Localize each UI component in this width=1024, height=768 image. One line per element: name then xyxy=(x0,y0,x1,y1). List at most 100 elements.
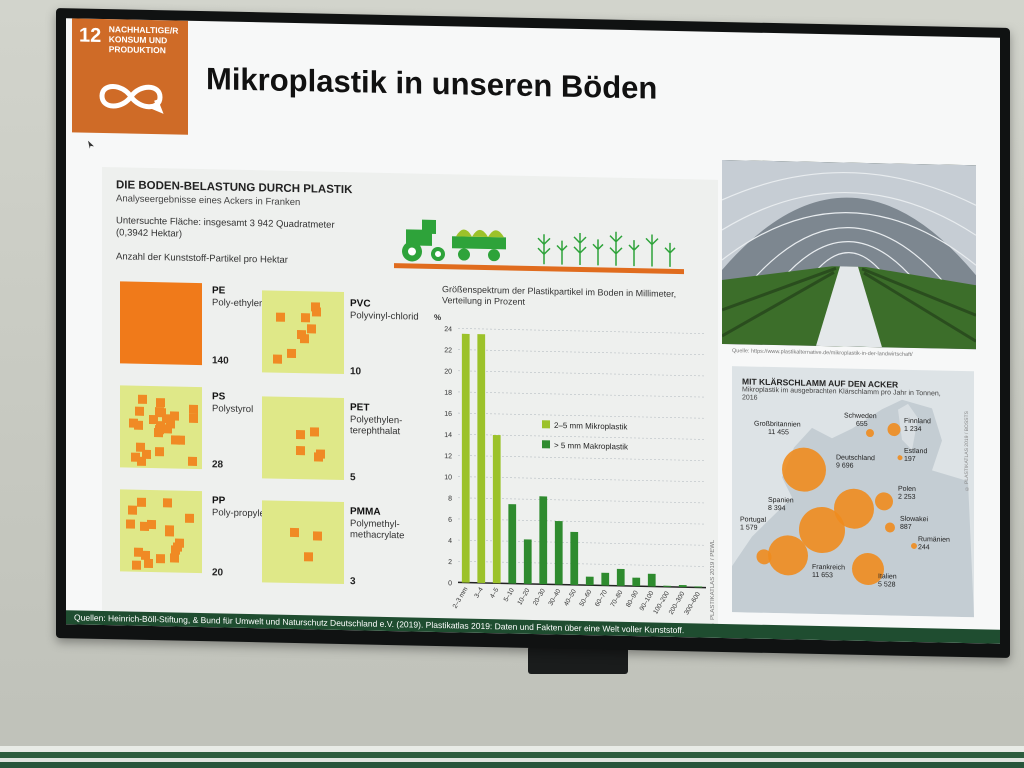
plastic-particle xyxy=(304,552,314,562)
mouse-cursor-icon xyxy=(88,141,94,149)
count-pmma: 3 xyxy=(350,576,356,588)
plastic-particle xyxy=(185,514,195,524)
y-tick-label: 4 xyxy=(448,538,452,545)
count-pvc: 10 xyxy=(350,366,362,378)
presentation-slide: 12 NACHHALTIGE/R KONSUM UND PRODUKTION M… xyxy=(66,18,1000,644)
bar xyxy=(616,568,625,586)
plastic-particle xyxy=(156,553,166,563)
country-value: 1 579 xyxy=(740,524,758,532)
y-axis-label: % xyxy=(434,313,441,322)
x-tick-label: 80–90 xyxy=(625,589,640,608)
y-tick-label: 18 xyxy=(444,390,452,397)
photo-source: Quelle: https://www.plastikalternative.d… xyxy=(732,348,913,358)
bar xyxy=(492,434,501,584)
gridline xyxy=(458,391,706,398)
map-label-portugal: Portugal 1 579 xyxy=(740,516,766,533)
map-label-italy: Italien 5 528 xyxy=(878,573,897,589)
plastic-particle xyxy=(290,527,300,537)
x-tick-label: 10–20 xyxy=(516,587,531,606)
y-tick-label: 14 xyxy=(444,432,452,439)
tv-screen: 12 NACHHALTIGE/R KONSUM UND PRODUKTION M… xyxy=(56,8,1010,658)
infographic-panel: DIE BODEN-BELASTUNG DURCH PLASTIK Analys… xyxy=(102,166,718,630)
map-label-estonia: Estland 197 xyxy=(904,448,927,465)
tile-pmma xyxy=(262,500,344,585)
bubble-finland xyxy=(887,422,901,437)
map-label-poland: Polen 2 253 xyxy=(898,486,916,502)
label-pmma: PMMA Polymethyl-methacrylate xyxy=(350,506,434,543)
y-tick-label: 22 xyxy=(444,347,452,354)
gridline xyxy=(458,328,706,334)
map-label-slovakia: Slowakei 887 xyxy=(900,516,928,533)
floor-trim xyxy=(0,746,1024,768)
area-text: Untersuchte Fläche: insgesamt 3 942 Quad… xyxy=(116,215,335,240)
plastic-particle xyxy=(157,407,167,417)
plastic-particle xyxy=(313,531,323,541)
bubble-sweden xyxy=(866,428,874,438)
plastic-particle xyxy=(141,550,151,560)
plastic-particle xyxy=(140,521,150,531)
bar xyxy=(647,573,656,587)
bubble-portugal xyxy=(756,549,772,565)
gridline xyxy=(458,412,706,419)
plastic-particle xyxy=(189,414,199,424)
x-tick-label: 5–10 xyxy=(503,587,516,603)
slide-title: Mikroplastik in unseren Böden xyxy=(206,61,658,106)
plastic-particle xyxy=(273,354,283,364)
bar xyxy=(554,520,563,585)
map-label-germany: Deutschland 9 696 xyxy=(836,454,875,471)
country-value: 244 xyxy=(918,544,930,552)
x-tick-label: 40–50 xyxy=(563,588,578,607)
tile-pet xyxy=(262,396,344,481)
tile-pp xyxy=(120,489,202,574)
sdg-12-badge: 12 NACHHALTIGE/R KONSUM UND PRODUKTION xyxy=(72,18,188,135)
map-label-sweden: Schweden 655 xyxy=(844,413,877,430)
name-ps: Polystyrol xyxy=(212,403,254,416)
country-value: 887 xyxy=(900,523,912,531)
infographic-subheading: Analyseergebnisse eines Ackers in Franke… xyxy=(116,193,301,209)
bar xyxy=(539,496,548,585)
plastic-particle xyxy=(155,398,165,408)
plastic-particle xyxy=(129,418,139,428)
plastic-particle xyxy=(155,421,165,431)
bubble-poland xyxy=(875,492,893,511)
name-pmma: Polymethyl-methacrylate xyxy=(350,518,405,542)
plastic-particle xyxy=(126,519,136,529)
bar xyxy=(678,584,687,588)
x-tick-label: 50–60 xyxy=(578,588,593,607)
plastic-particle xyxy=(134,406,144,416)
tractor-field-illustration xyxy=(394,219,684,275)
plastic-particle xyxy=(162,497,172,508)
bar xyxy=(694,586,703,588)
plastic-particle xyxy=(187,456,197,466)
bubble-slovakia xyxy=(885,522,895,533)
plastic-particle xyxy=(275,312,285,322)
plastic-particle xyxy=(169,553,179,563)
plastic-particle xyxy=(286,348,296,358)
count-pet: 5 xyxy=(350,472,356,484)
label-pet: PET Polyethylen-terephthalat xyxy=(350,402,434,439)
tv-stand xyxy=(528,646,628,674)
country-value: 655 xyxy=(856,420,868,429)
x-tick-label: 3–4 xyxy=(473,586,485,599)
x-tick-label: 70–80 xyxy=(609,589,624,608)
gridline xyxy=(458,349,706,356)
chart-title: Größenspektrum der Plastikpartikel im Bo… xyxy=(442,284,677,308)
x-tick-label: 60–70 xyxy=(594,589,609,608)
y-tick-label: 20 xyxy=(444,368,452,375)
map-credit: © PLASTIKATLAS 2019 / BOSSTS xyxy=(964,411,970,492)
plastic-particle xyxy=(310,427,320,437)
plastic-particle xyxy=(164,527,174,537)
bar xyxy=(477,334,486,583)
bubble-estonia xyxy=(897,455,903,461)
plant-row-icons xyxy=(537,231,676,267)
bar xyxy=(570,531,579,585)
polytunnel-image xyxy=(722,159,976,350)
map-label-uk: Großbritannien 11 455 xyxy=(754,421,801,438)
infinity-arrow-icon xyxy=(99,83,164,114)
bar xyxy=(663,585,672,587)
count-pp: 20 xyxy=(212,567,224,579)
sdg-label: NACHHALTIGE/R KONSUM UND PRODUKTION xyxy=(108,24,179,55)
plastic-particle xyxy=(131,560,141,571)
count-ps: 28 xyxy=(212,459,224,471)
